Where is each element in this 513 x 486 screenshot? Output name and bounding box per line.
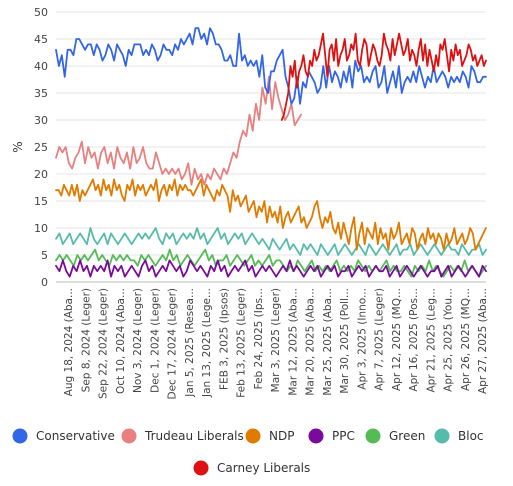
legend-swatch (365, 428, 381, 444)
x-tick-label: Dec 17, 2024 (Leger) (167, 288, 179, 400)
legend-label: Conservative (36, 429, 115, 443)
x-tick-label: Apr 27, 2025 (Aba... (477, 288, 489, 394)
y-axis-ticks: 0 5 10 15 20 25 30 35 40 45 50 (34, 6, 48, 289)
x-tick-label: Nov 3, 2024 (Leger) (132, 288, 144, 393)
x-tick-label: Aug 18, 2024 (Aba... (63, 288, 75, 396)
series-line-ppc (55, 259, 487, 278)
series-line-green (55, 248, 487, 278)
x-tick-label: Feb 24, 2025 (Ips... (253, 288, 265, 389)
y-tick-label: 30 (34, 114, 48, 127)
x-tick-label: Sep 8, 2024 (Leger) (80, 288, 92, 392)
x-tick-label: Apr 25, 2025 (You... (443, 288, 455, 392)
y-tick-label: 15 (34, 195, 48, 208)
x-tick-label: Sep 22, 2024 (Leger) (98, 288, 110, 399)
x-tick-label: Jan 5, 2025 (Resea... (184, 288, 196, 398)
legend-swatch (12, 428, 28, 444)
x-tick-label: Mar 12, 2025 (Aba... (287, 288, 299, 396)
series-lines (55, 27, 487, 278)
legend-swatch (308, 428, 324, 444)
y-tick-label: 50 (34, 6, 48, 19)
legend-swatch (193, 460, 209, 476)
legend-label: PPC (332, 429, 355, 443)
y-tick-label: 25 (34, 141, 48, 154)
legend-swatch (245, 428, 261, 444)
legend: Conservative Trudeau Liberals NDP PPC Green B… (12, 428, 484, 476)
y-tick-label: 40 (34, 60, 48, 73)
x-tick-label: Oct 10, 2024 (Aba... (115, 288, 127, 394)
y-tick-label: 5 (41, 249, 48, 262)
y-tick-label: 45 (34, 33, 48, 46)
legend-label: Bloc (458, 429, 484, 443)
y-axis-label: % (11, 141, 25, 152)
series-line-ndp (55, 178, 487, 251)
x-tick-label: Feb 13, 2025 (Leger) (236, 288, 248, 398)
x-tick-label: Apr 3, 2025 (Inno... (356, 288, 368, 390)
x-tick-label: Apr 7, 2025 (Leger) (374, 288, 386, 391)
x-tick-label: Apr 16, 2025 (Pos... (408, 288, 420, 392)
x-tick-label: Mar 25, 2025 (Aba... (322, 288, 334, 396)
series-line-bloc (55, 227, 487, 256)
x-tick-label: Mar 3, 2025 (Leger) (270, 288, 282, 392)
x-tick-label: Dec 1, 2024 (Leger) (149, 288, 161, 393)
series-line-carney-liberals (280, 32, 487, 121)
y-tick-label: 20 (34, 168, 48, 181)
x-tick-label: Jan 13, 2025 (Lege... (201, 288, 213, 398)
legend-swatch (434, 428, 450, 444)
legend-label: Carney Liberals (217, 461, 310, 475)
y-tick-label: 10 (34, 222, 48, 235)
series-line-conservative (55, 27, 487, 105)
x-axis-ticks: Aug 18, 2024 (Aba... Sep 8, 2024 (Leger) S… (63, 288, 489, 400)
legend-label: Trudeau Liberals (144, 429, 244, 443)
x-tick-label: Apr 26, 2025 (MQ... (460, 288, 472, 391)
y-tick-label: 0 (41, 276, 48, 289)
x-tick-label: Apr 21, 2025 (Leg... (425, 288, 437, 393)
legend-swatch (121, 428, 137, 444)
x-tick-label: Mar 30, 2025 (Poll... (339, 288, 351, 394)
legend-label: NDP (269, 429, 294, 443)
y-tick-label: 35 (34, 87, 48, 100)
x-tick-label: Apr 12, 2025 (MQ... (391, 288, 403, 391)
x-tick-label: FEB 3, 2025 (Ipsos) (218, 288, 230, 390)
x-tick-label: Mar 20, 2025 (Aba... (305, 288, 317, 396)
legend-label: Green (389, 429, 425, 443)
series-line-trudeau-liberals (55, 75, 303, 186)
